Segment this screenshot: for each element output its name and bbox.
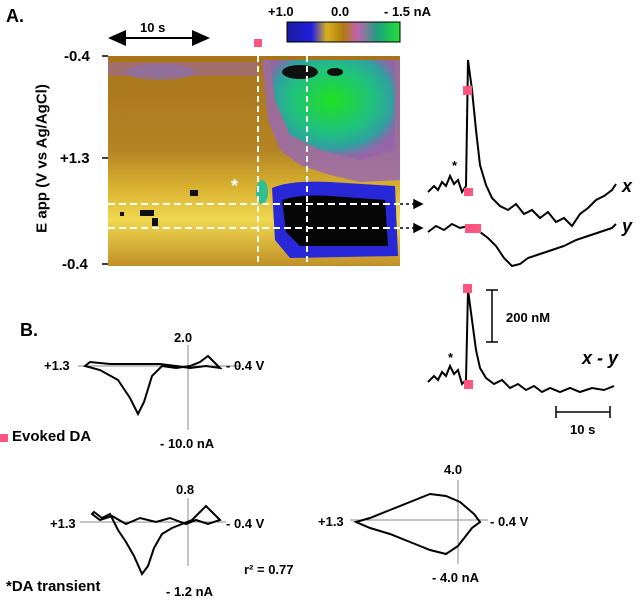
y-axis-title: E app (V vs Ag/AgCl) <box>33 84 51 233</box>
cv1-top: 2.0 <box>174 330 193 345</box>
evoked-marker-y-2 <box>472 224 481 233</box>
timescale-arrow <box>108 30 210 46</box>
scale-bars <box>486 289 611 418</box>
cv2-top: 0.8 <box>176 482 195 497</box>
panel-b-label: B. <box>20 320 38 340</box>
cv3-top: 4.0 <box>444 462 463 477</box>
y-tick-mid: +1.3 <box>60 150 90 167</box>
cv1-right: - 0.4 V <box>226 358 265 373</box>
legend-transient: *DA transient <box>6 578 101 595</box>
evoked-marker-x-bottom <box>464 188 473 196</box>
stim-marker <box>254 39 262 47</box>
trace-x-label: x <box>622 176 633 196</box>
colorbar-tick-pos: +1.0 <box>268 4 294 19</box>
cv-evoked <box>78 345 240 430</box>
r-squared: r² = 0.77 <box>244 562 294 577</box>
panel-a-label: A. <box>6 6 24 26</box>
color-plot-axis <box>102 55 108 265</box>
cv2-left: +1.3 <box>50 516 76 531</box>
cv1-bottom: - 10.0 nA <box>160 436 215 451</box>
evoked-marker-y-1 <box>465 224 474 233</box>
legend-evoked: Evoked DA <box>12 428 92 445</box>
scale-time-label: 10 s <box>570 422 596 437</box>
cv3-right: - 0.4 V <box>490 514 529 529</box>
cv3-bottom: - 4.0 nA <box>432 570 479 585</box>
evoked-marker-xy-top <box>463 284 472 293</box>
plot-asterisk: * <box>231 176 239 196</box>
trace-xy-asterisk: * <box>448 350 454 365</box>
colorbar-tick-neg: - 1.5 nA <box>384 4 431 19</box>
legend-evoked-swatch <box>0 434 8 442</box>
evoked-marker-x-top <box>463 86 472 95</box>
trace-y-label: y <box>622 216 633 236</box>
trace-x-minus-y <box>427 289 615 394</box>
trace-y <box>427 222 617 268</box>
scale-conc-label: 200 nM <box>506 310 551 325</box>
cv2-bottom: - 1.2 nA <box>166 584 213 599</box>
trace-arrows <box>400 198 424 234</box>
colorbar-tick-zero: 0.0 <box>331 4 350 19</box>
cv-compare <box>350 480 488 564</box>
trace-asterisk: * <box>452 158 458 173</box>
color-plot <box>108 56 400 266</box>
cv2-right: - 0.4 V <box>226 516 265 531</box>
cv-transient <box>80 498 226 576</box>
colorbar <box>286 21 401 43</box>
trace-x <box>427 59 617 228</box>
y-tick-bottom: -0.4 <box>62 256 88 273</box>
timescale-label: 10 s <box>140 20 166 35</box>
trace-xy-label: x - y <box>582 348 619 368</box>
cv1-left: +1.3 <box>44 358 70 373</box>
evoked-marker-xy-bottom <box>464 380 473 389</box>
y-tick-top: -0.4 <box>64 48 90 65</box>
cv3-left: +1.3 <box>318 514 344 529</box>
